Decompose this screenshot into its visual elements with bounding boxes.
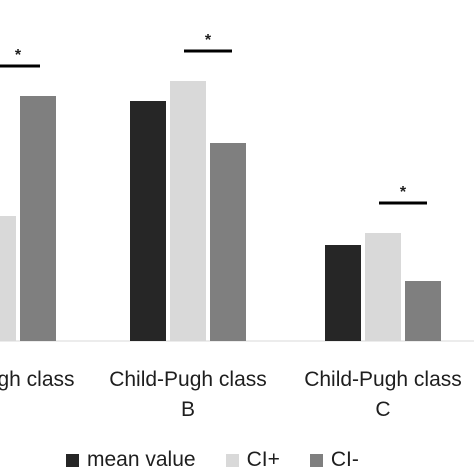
x-tick-label-b-line-2: B <box>181 398 195 421</box>
legend-item-ci-plus: CI+ <box>225 448 280 472</box>
bar-ci-minus-a <box>20 96 56 341</box>
bar-mean-value-b <box>130 101 166 341</box>
legend-item-mean-value: mean value <box>66 448 196 472</box>
bar-ci-plus-b <box>170 81 206 341</box>
bar-ci-minus-b <box>210 143 246 341</box>
legend-label-ci-minus: CI- <box>330 448 359 471</box>
x-tick-label-b-line-1: Child-Pugh class <box>109 368 267 391</box>
legend-item-ci-minus: CI- <box>309 448 359 472</box>
legend-swatch-mean-value <box>66 453 79 467</box>
significance-label-c: * <box>400 184 407 201</box>
legend-label-mean-value: mean value <box>87 448 196 471</box>
bar-ci-plus-c <box>365 233 401 341</box>
bar-ci-plus-a <box>0 216 16 341</box>
bar-mean-value-c <box>325 245 361 341</box>
legend-swatch-ci-plus <box>225 453 239 467</box>
bar-ci-minus-c <box>405 281 441 341</box>
legend-swatch-ci-minus <box>309 453 323 467</box>
significance-label-a: * <box>15 47 22 64</box>
x-tick-label-c-line-2: C <box>375 398 390 421</box>
legend-label-ci-plus: CI+ <box>246 448 280 471</box>
significance-label-b: * <box>205 32 212 49</box>
legend: mean value CI+ CI- <box>66 448 389 472</box>
x-tick-label-a-line-1: gh class <box>0 368 75 391</box>
x-tick-label-c-line-1: Child-Pugh class <box>304 368 462 391</box>
